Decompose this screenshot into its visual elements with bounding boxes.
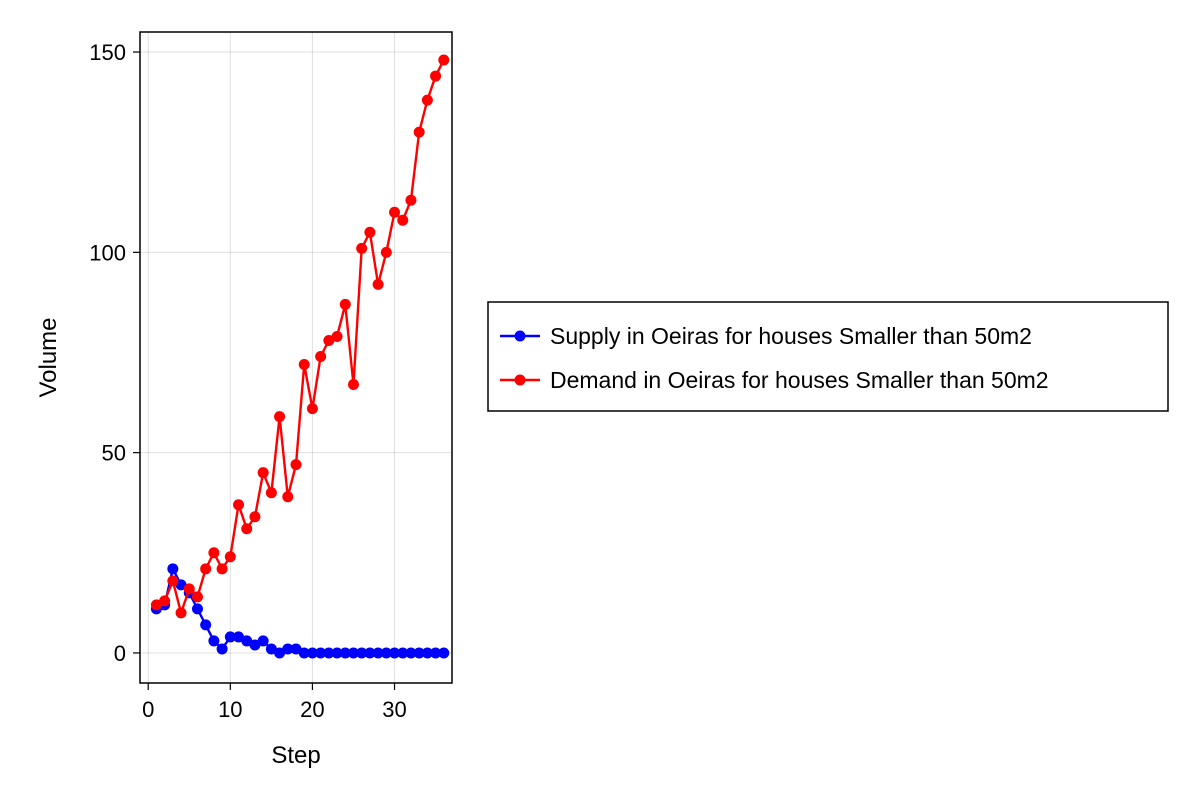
- series-0-point: [282, 643, 294, 655]
- series-0-point: [257, 635, 269, 647]
- series-1-point: [380, 246, 392, 258]
- series-0-point: [347, 647, 359, 659]
- series-1-point: [265, 487, 277, 499]
- series-1-point: [241, 523, 253, 535]
- legend-items: Supply in Oeiras for houses Smaller than…: [500, 323, 1049, 393]
- series-0-point: [413, 647, 425, 659]
- series-1-point: [323, 334, 335, 346]
- series-1-point: [175, 607, 187, 619]
- legend-label: Supply in Oeiras for houses Smaller than…: [550, 323, 1032, 349]
- series-1-point: [159, 595, 171, 607]
- series-1-point: [372, 278, 384, 290]
- series-0-point: [421, 647, 433, 659]
- series-0-point: [372, 647, 384, 659]
- series-layer: [150, 54, 450, 659]
- series-0-point: [290, 643, 302, 655]
- series-0-point: [200, 619, 212, 631]
- series-0-point: [249, 639, 261, 651]
- series-0-point: [380, 647, 392, 659]
- series-0-point: [364, 647, 376, 659]
- series-0-point: [208, 635, 220, 647]
- series-1-point: [364, 226, 376, 238]
- y-tick-label: 50: [102, 441, 126, 466]
- series-1-point: [347, 379, 359, 391]
- series-1-point: [290, 459, 302, 471]
- series-1-point: [389, 206, 401, 218]
- series-0-point: [438, 647, 450, 659]
- x-tick-label: 30: [382, 697, 406, 722]
- legend: Supply in Oeiras for houses Smaller than…: [487, 301, 1169, 412]
- series-0-point: [224, 631, 236, 643]
- series-1-point: [249, 511, 261, 523]
- series-1-point: [298, 359, 310, 371]
- y-tick-label: 150: [89, 40, 126, 65]
- x-tick-label: 10: [218, 697, 242, 722]
- y-axis-label: Volume: [35, 317, 62, 397]
- series-1-point: [315, 350, 327, 362]
- series-1-point: [224, 551, 236, 563]
- series-1-point: [339, 298, 351, 310]
- series-0-point: [167, 563, 179, 575]
- series-1-point: [430, 70, 442, 82]
- x-tick-label: 20: [300, 697, 324, 722]
- series-1-point: [274, 411, 286, 423]
- series-0-point: [265, 643, 277, 655]
- series-0-point: [306, 647, 318, 659]
- legend-label: Demand in Oeiras for houses Smaller than…: [550, 367, 1049, 393]
- series-0-point: [241, 635, 253, 647]
- series-1-line: [155, 59, 445, 615]
- y-tick-label: 0: [114, 641, 126, 666]
- series-1-point: [150, 599, 162, 611]
- legend-box: [487, 301, 1169, 412]
- series-1-point: [183, 583, 195, 595]
- series-1-point: [167, 575, 179, 587]
- series-0-point: [233, 631, 245, 643]
- series-1-point: [191, 591, 203, 603]
- series-0-point: [356, 647, 368, 659]
- legend-swatch-marker: [514, 330, 526, 342]
- series-1-point: [405, 194, 417, 206]
- series-1-point: [413, 126, 425, 138]
- series-0-point: [331, 647, 343, 659]
- legend-swatch-marker: [514, 374, 526, 386]
- series-1-point: [397, 214, 409, 226]
- series-0-point: [191, 603, 203, 615]
- series-1-point: [356, 242, 368, 254]
- series-1-point: [421, 94, 433, 106]
- axis-ticks: 0 10 20 30 0 50 100 150: [89, 40, 406, 722]
- y-tick-label: 100: [89, 240, 126, 265]
- series-0-point: [339, 647, 351, 659]
- series-0-point: [175, 579, 187, 591]
- series-1-point: [233, 499, 245, 511]
- series-1-point: [200, 563, 212, 575]
- series-0-point: [323, 647, 335, 659]
- series-0-point: [274, 647, 286, 659]
- series-0-point: [315, 647, 327, 659]
- plot-frame: [139, 31, 453, 684]
- series-1-point: [438, 54, 450, 66]
- series-0-point: [216, 643, 228, 655]
- series-0-point: [430, 647, 442, 659]
- x-tick-label: 0: [142, 697, 154, 722]
- series-1-point: [331, 330, 343, 342]
- series-0-point: [397, 647, 409, 659]
- series-1-point: [306, 403, 318, 415]
- series-1-point: [257, 467, 269, 479]
- series-1-point: [282, 491, 294, 503]
- series-1-point: [208, 547, 220, 559]
- series-1-point: [216, 563, 228, 575]
- series-0-point: [405, 647, 417, 659]
- series-0-point: [389, 647, 401, 659]
- series-0-point: [298, 647, 310, 659]
- x-axis-label: Step: [271, 742, 320, 769]
